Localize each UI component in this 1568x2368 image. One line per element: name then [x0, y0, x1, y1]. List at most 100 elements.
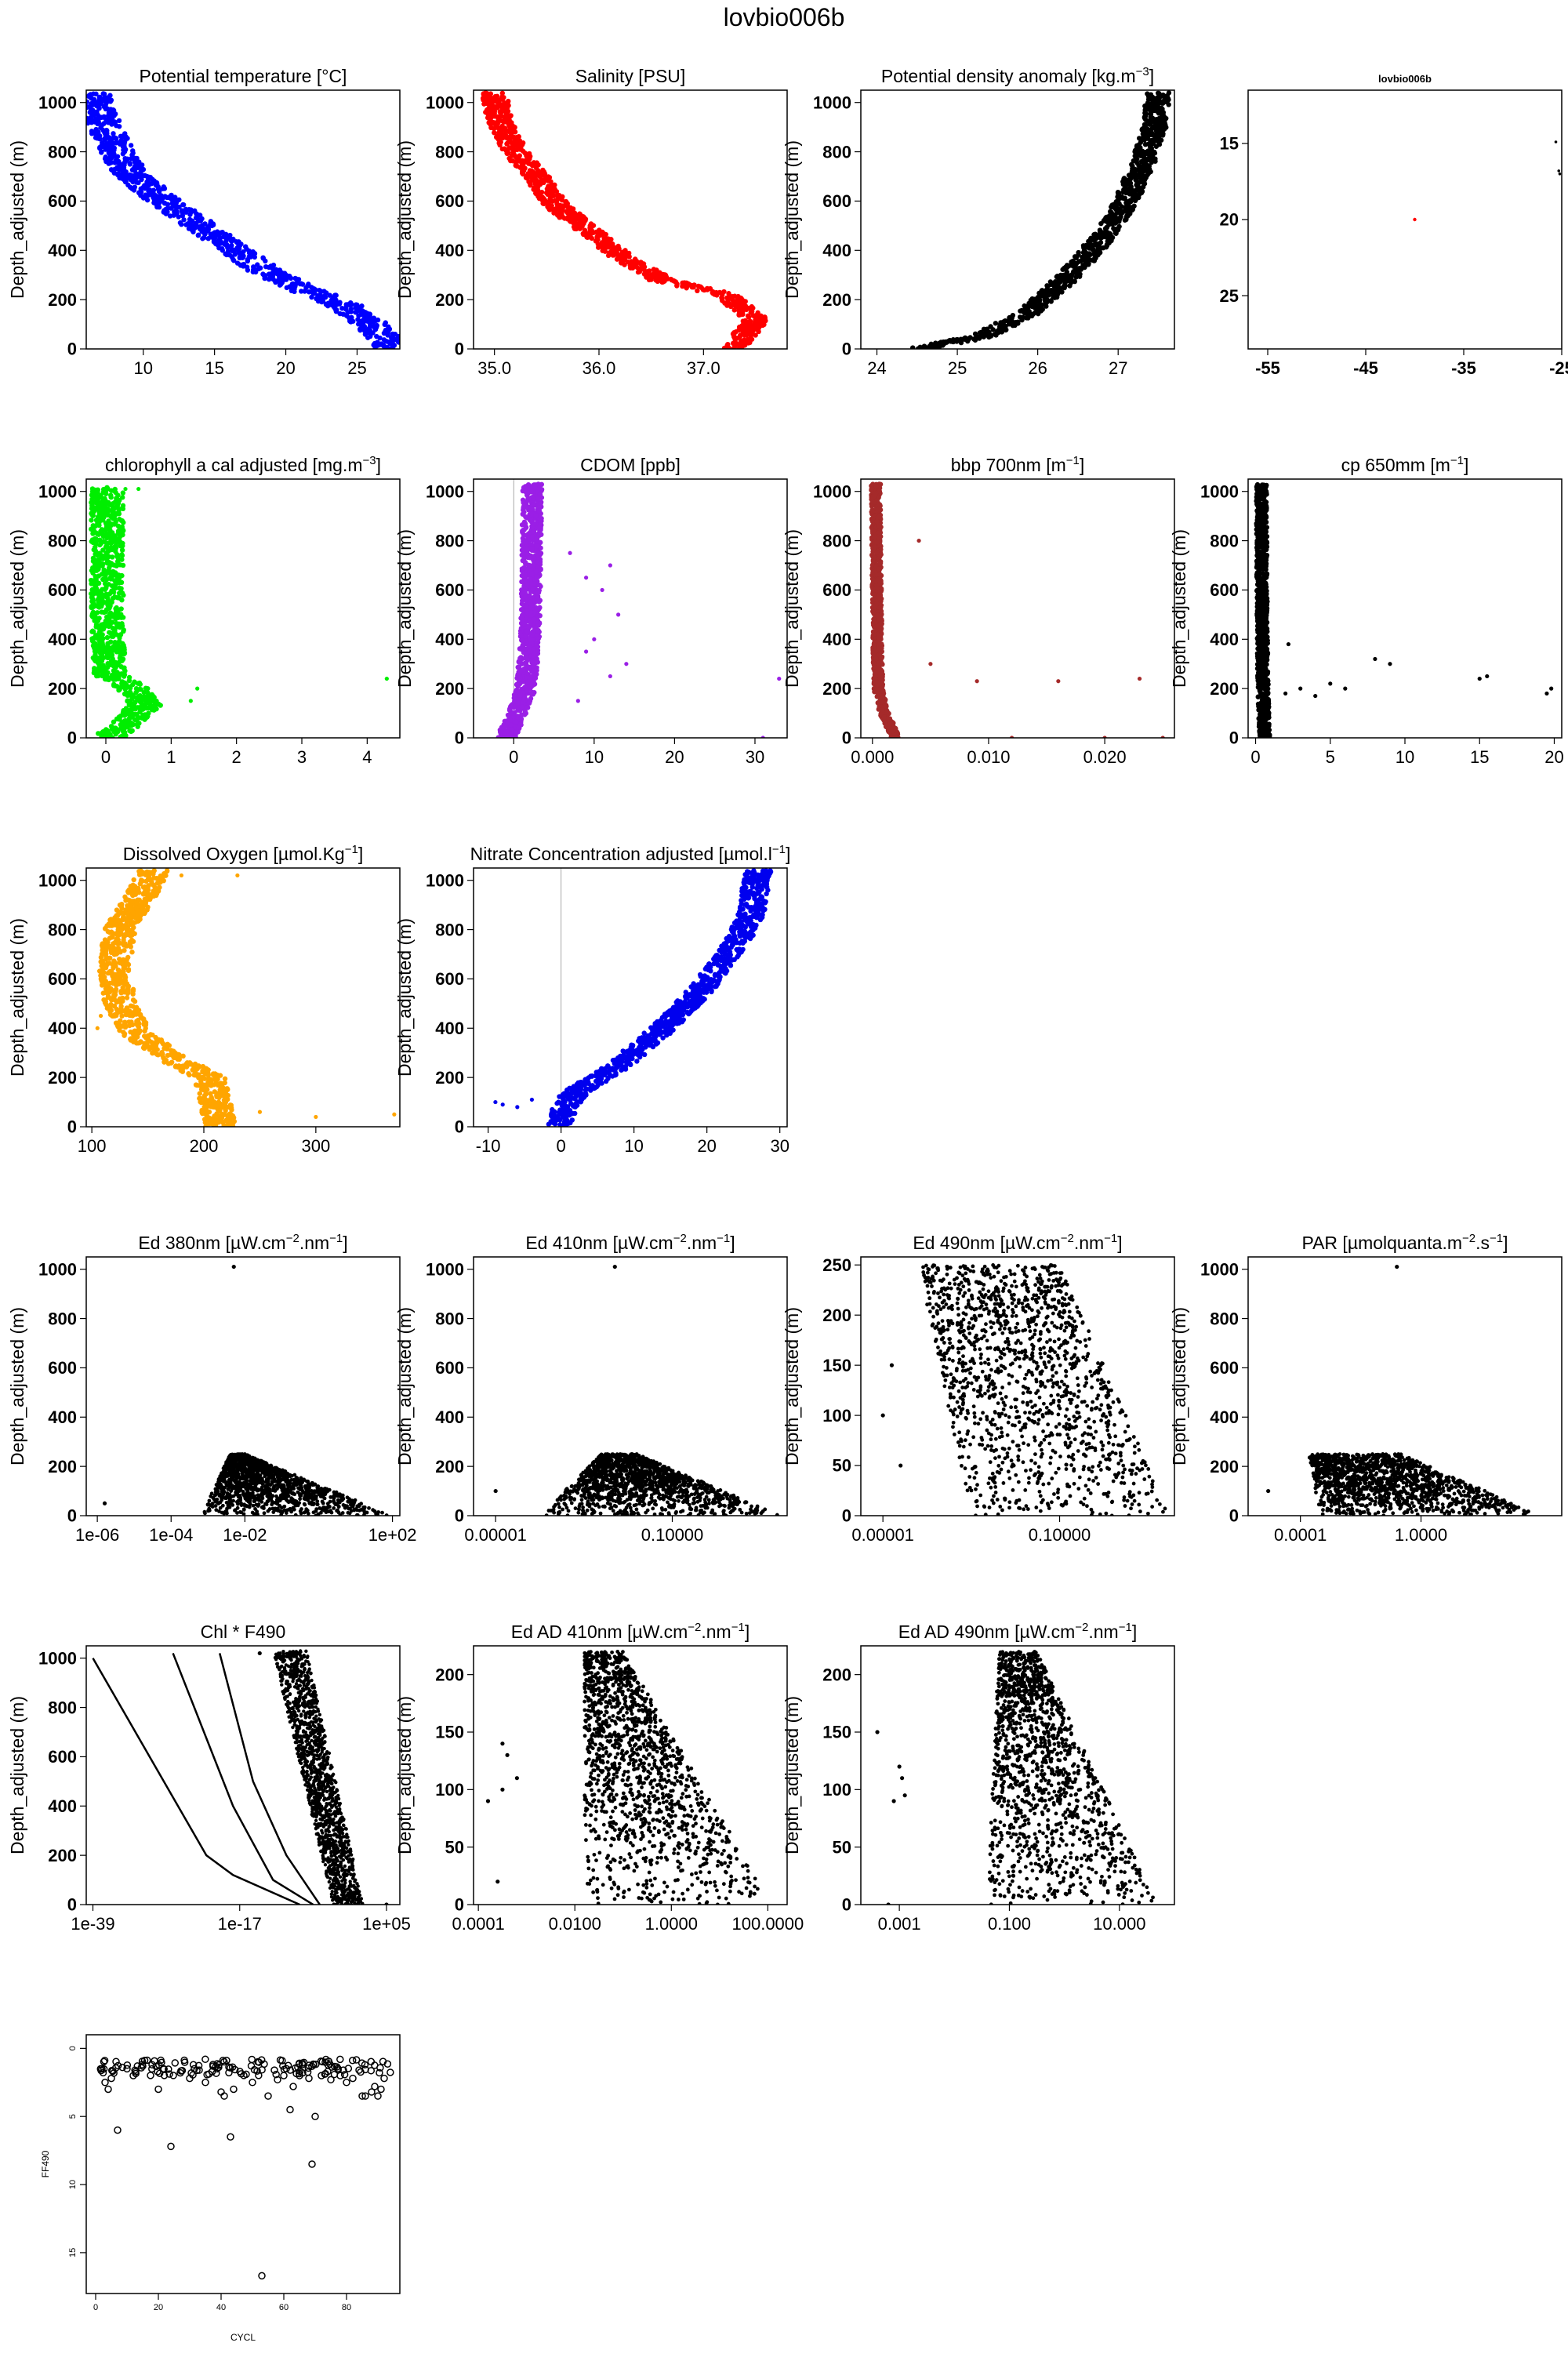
profile-point: [362, 328, 367, 332]
profile-point: [537, 525, 542, 529]
profile-point: [110, 583, 114, 588]
profile-point: [114, 552, 119, 557]
y-tick-label: 1000: [38, 481, 77, 501]
profile-point: [756, 328, 760, 332]
profile-point: [1145, 134, 1149, 139]
profile-point: [156, 187, 161, 191]
profile-point: [132, 706, 136, 710]
profile-point: [1150, 156, 1155, 161]
profile-point: [81, 104, 85, 109]
profile-point: [1098, 250, 1102, 255]
profile-point: [85, 100, 89, 104]
profile-point: [533, 668, 538, 673]
profile-point: [100, 499, 104, 504]
profile-point: [742, 337, 746, 342]
profile-point: [737, 346, 742, 350]
profile-point: [539, 518, 543, 523]
profile-point: [731, 332, 736, 336]
x-tick-label: -55: [1255, 358, 1280, 378]
profile-point: [106, 500, 111, 505]
dens-svg: Potential density anomaly [kg.m−3] Depth_…: [775, 47, 1162, 423]
profile-point: [655, 277, 660, 281]
profile-point: [102, 730, 107, 735]
profile-point: [96, 514, 100, 519]
profile-point: [1127, 191, 1132, 196]
profile-point: [521, 650, 526, 655]
profile-point: [498, 110, 503, 114]
profile-point: [1123, 218, 1127, 223]
profile-point: [533, 514, 538, 518]
profile-point: [251, 249, 256, 254]
profile-point: [1107, 241, 1112, 245]
y-axis-label: Depth_adjusted (m): [7, 529, 27, 688]
profile-point: [1086, 239, 1091, 244]
profile-point: [355, 317, 360, 321]
profile-point: [117, 639, 122, 644]
profile-point: [514, 155, 518, 160]
profile-point: [720, 296, 724, 300]
profile-point: [1142, 152, 1146, 157]
profile-point: [982, 327, 986, 332]
profile-point: [499, 124, 504, 129]
profile-point: [519, 704, 524, 709]
y-axis-label: Depth_adjusted (m): [782, 140, 802, 299]
profile-point: [505, 140, 510, 145]
profile-point: [528, 620, 533, 625]
profile-point: [343, 307, 348, 311]
x-tick-label: 30: [746, 747, 764, 767]
profile-point: [509, 703, 514, 708]
profile-point: [96, 520, 101, 525]
profile-point: [591, 223, 596, 227]
profile-point: [1148, 108, 1152, 113]
profile-point: [1116, 224, 1121, 229]
profile-point: [754, 313, 759, 318]
profile-point: [158, 703, 163, 707]
profile-point: [122, 627, 126, 632]
outlier-point: [189, 699, 193, 703]
profile-point: [349, 307, 354, 311]
profile-point: [121, 520, 125, 525]
profile-point: [639, 265, 644, 270]
x-tick-label: 3: [297, 747, 307, 767]
x-tick-label: 25: [347, 358, 366, 378]
profile-point: [1083, 245, 1087, 250]
profile-point: [100, 587, 104, 592]
y-tick-label: 800: [435, 142, 464, 162]
profile-point: [290, 281, 295, 286]
profile-point: [107, 624, 111, 629]
profile-point: [278, 273, 283, 278]
chart-title: Potential density anomaly [kg.m−3]: [881, 65, 1154, 86]
y-tick-label: 600: [435, 580, 464, 600]
profile-point: [509, 732, 514, 736]
profile-point: [531, 496, 535, 500]
profile-point: [294, 277, 299, 281]
profile-point: [520, 171, 524, 176]
y-tick-label: 0: [455, 340, 464, 359]
profile-point: [1082, 265, 1087, 270]
profile-point: [539, 177, 544, 182]
profile-point: [1098, 230, 1102, 234]
profile-point: [117, 124, 122, 129]
profile-point: [557, 207, 561, 212]
y-tick-label: 400: [48, 241, 77, 260]
profile-point: [511, 148, 516, 153]
plot-frame: [1248, 90, 1562, 349]
profile-point: [517, 656, 522, 660]
y-tick-label: 600: [48, 580, 77, 600]
profile-point: [120, 495, 125, 499]
profile-point: [92, 666, 96, 670]
profile-point: [524, 605, 528, 609]
profile-point: [109, 573, 114, 578]
profile-point: [1138, 175, 1142, 180]
chart-title: Salinity [PSU]: [575, 66, 686, 86]
profile-point: [123, 134, 128, 139]
y-tick-label: 200: [435, 679, 464, 699]
profile-point: [144, 180, 149, 184]
profile-point: [245, 257, 250, 262]
profile-point: [630, 266, 635, 271]
profile-point: [112, 563, 117, 568]
profile-point: [528, 600, 532, 605]
profile-point: [150, 699, 154, 703]
plot-marks: [861, 481, 1174, 740]
